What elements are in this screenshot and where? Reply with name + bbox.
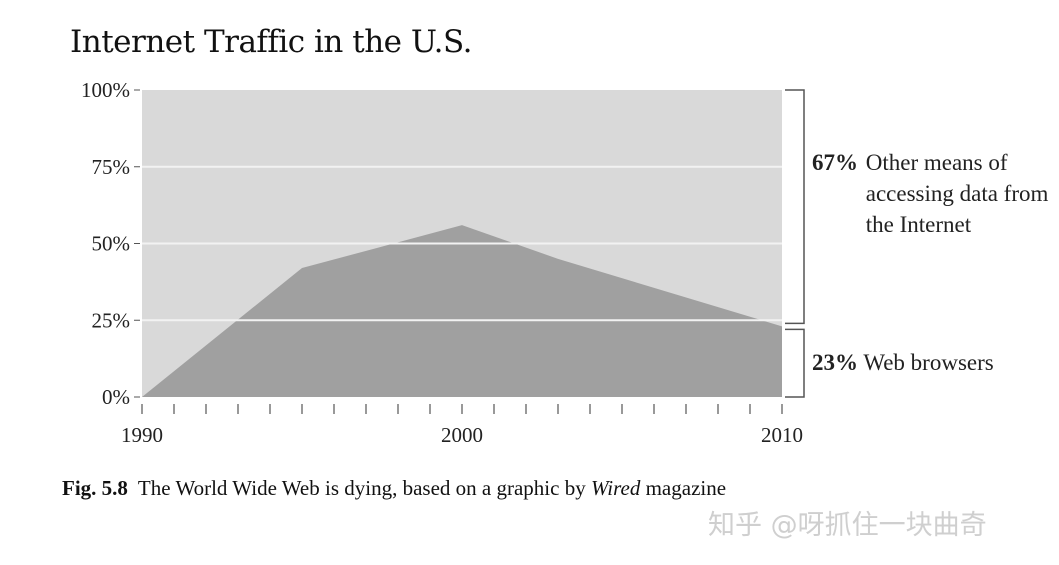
figure-caption: Fig. 5.8 The World Wide Web is dying, bas… (62, 476, 726, 501)
annotation-web: 23% Web browsers (812, 347, 994, 378)
y-tick-label: 25% (92, 308, 131, 332)
x-tick-label: 1990 (121, 423, 163, 447)
annotation-other: 67% Other means of accessing data from t… (812, 147, 1056, 240)
x-tick-label: 2010 (761, 423, 803, 447)
chart-title: Internet Traffic in the U.S. (70, 24, 473, 60)
annotation-other-percent: 67% (812, 150, 858, 175)
watermark: 知乎 @呀抓住一块曲奇 (708, 510, 987, 541)
caption-italic: Wired (590, 476, 641, 500)
y-tick-label: 0% (102, 385, 130, 409)
y-tick-label: 100% (81, 78, 130, 102)
bracket-web (785, 328, 805, 398)
annotation-web-text: Web browsers (863, 350, 994, 375)
x-tick-label: 2000 (441, 423, 483, 447)
caption-label: Fig. 5.8 (62, 476, 128, 500)
caption-text: The World Wide Web is dying, based on a … (137, 476, 591, 500)
y-tick-label: 50% (92, 232, 131, 256)
y-tick-label: 75% (92, 155, 131, 179)
caption-text-end: magazine (640, 476, 727, 500)
area-web-browsers (142, 225, 782, 397)
annotation-other-text: Other means of accessing data from the I… (865, 150, 1049, 237)
annotation-web-percent: 23% (812, 350, 858, 375)
bracket-other (785, 89, 805, 325)
